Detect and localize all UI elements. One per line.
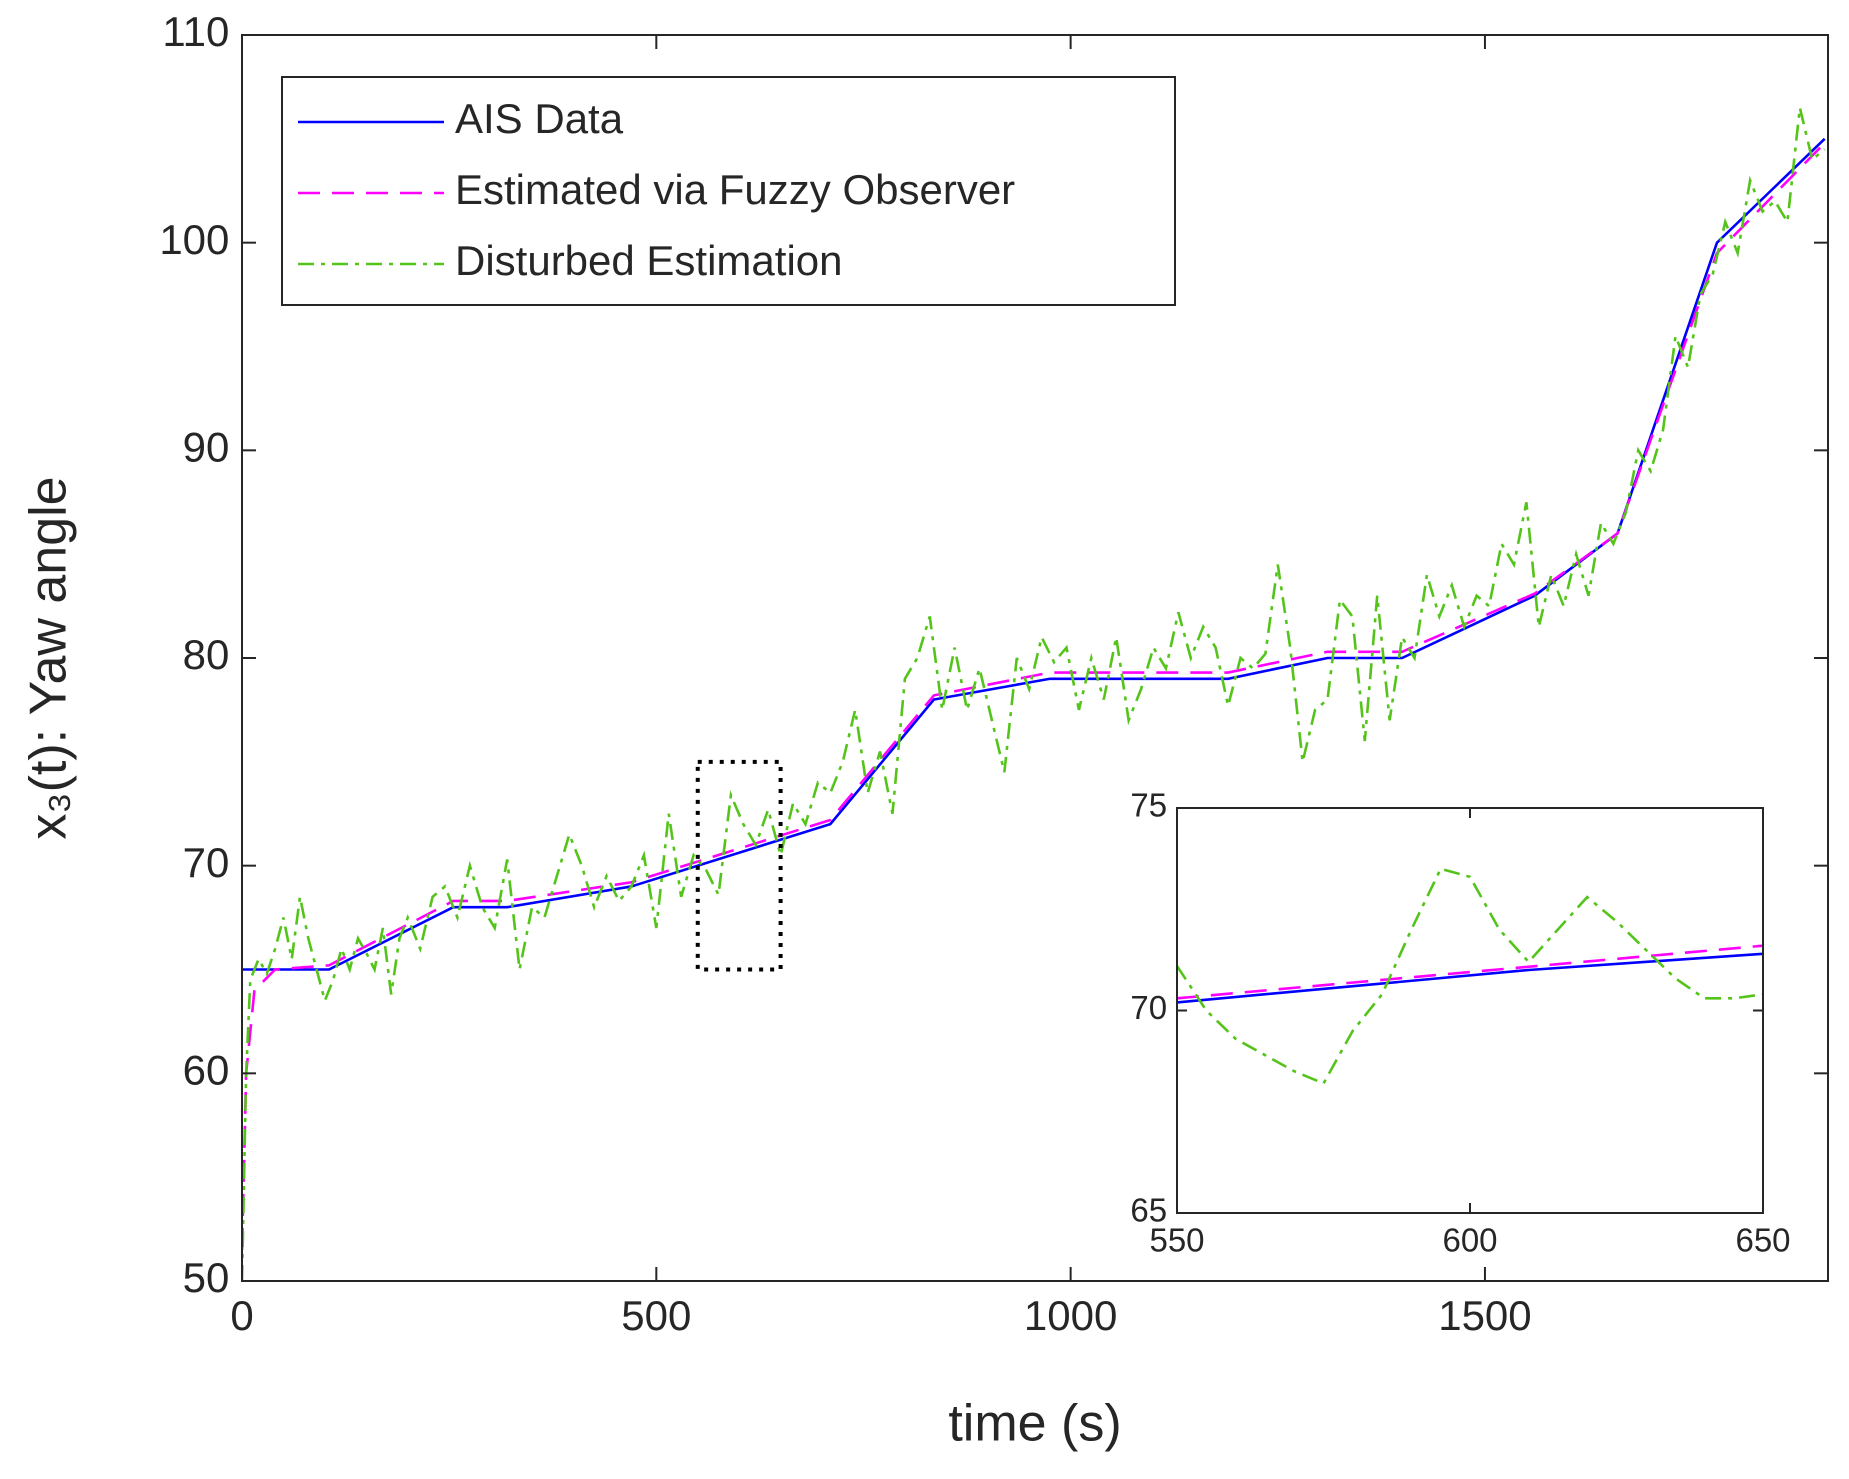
x-tick-label: 0 bbox=[230, 1292, 253, 1339]
y-tick-label: 75 bbox=[1130, 787, 1167, 824]
y-axis-label: x₃(t): Yaw angle bbox=[20, 476, 78, 839]
series-line bbox=[1177, 952, 1763, 1004]
plot-area bbox=[1177, 808, 1763, 1213]
y-tick-label: 70 bbox=[183, 839, 230, 886]
series-line bbox=[242, 107, 1826, 1281]
plot-lines bbox=[1177, 867, 1763, 1086]
y-tick-label: 65 bbox=[1130, 1192, 1167, 1229]
y-tick-label: 110 bbox=[162, 8, 229, 55]
legend: AIS Data Estimated via Fuzzy Observer Dist… bbox=[281, 76, 1176, 306]
x-tick-label: 550 bbox=[1149, 1221, 1204, 1258]
y-tick-label: 70 bbox=[1130, 989, 1167, 1026]
series-line bbox=[1177, 867, 1763, 1086]
y-tick-label: 60 bbox=[183, 1046, 230, 1093]
plot-lines bbox=[242, 107, 1826, 1281]
y-tick-label: 100 bbox=[159, 216, 229, 263]
axes: 550 600 650 65 70 75 bbox=[1130, 787, 1790, 1259]
y-tick-label: 50 bbox=[183, 1254, 230, 1301]
axes: 0 500 1000 1500 50 60 70 80 90 100 110 time (s) x₃(t… bbox=[20, 8, 1829, 1453]
y-tick-label: 80 bbox=[183, 631, 230, 678]
zoom-box bbox=[695, 759, 783, 972]
x-tick-label: 1500 bbox=[1438, 1292, 1531, 1339]
series-line bbox=[1177, 944, 1763, 1000]
legend-label: Disturbed Estimation bbox=[455, 237, 843, 284]
x-tick-label: 600 bbox=[1442, 1221, 1497, 1258]
x-axis-label: time (s) bbox=[948, 1395, 1121, 1453]
x-tick-label: 1000 bbox=[1024, 1292, 1117, 1339]
y-tick-label: 90 bbox=[183, 423, 230, 470]
legend-label: Estimated via Fuzzy Observer bbox=[455, 166, 1015, 213]
legend-label: AIS Data bbox=[455, 95, 624, 142]
x-tick-label: 500 bbox=[621, 1292, 691, 1339]
legend-box bbox=[281, 76, 1176, 306]
x-tick-label: 650 bbox=[1735, 1221, 1790, 1258]
